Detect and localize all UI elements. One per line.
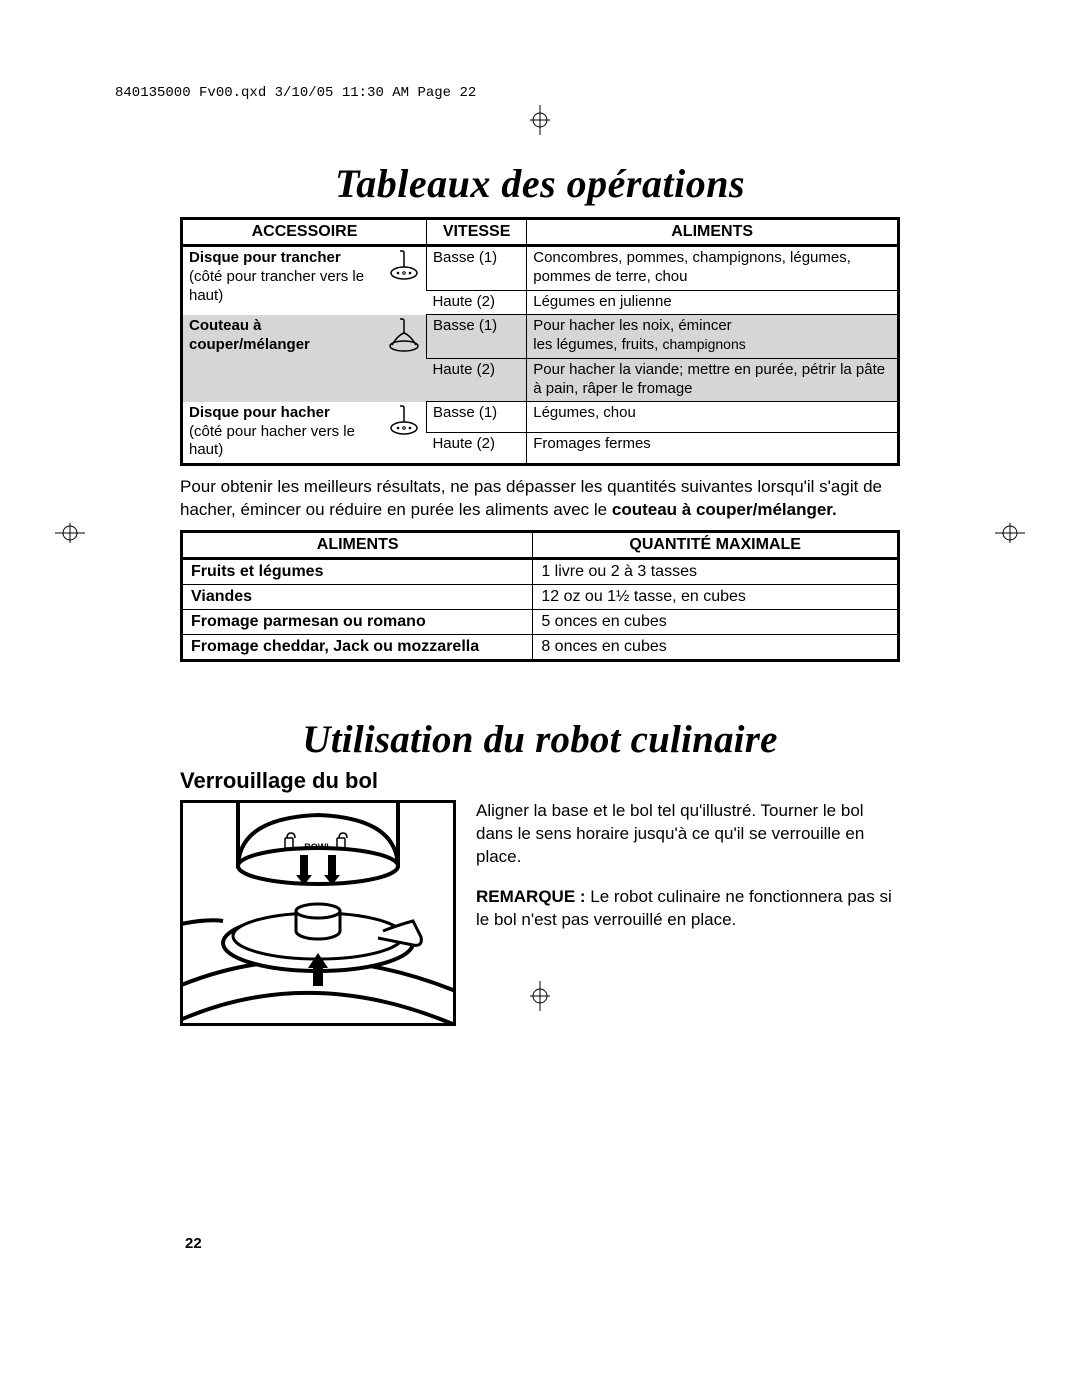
table-header: VITESSE	[426, 219, 526, 246]
food-cell: Fromages fermes	[533, 435, 651, 452]
page-number: 22	[185, 1235, 202, 1252]
speed-cell: Haute (2)	[432, 435, 495, 452]
crop-mark-icon	[525, 105, 555, 135]
page-title: Tableaux des opérations	[180, 160, 900, 207]
food-name-cell: Fromage parmesan ou romano	[182, 609, 533, 634]
speed-cell: Basse (1)	[433, 249, 497, 266]
svg-text:BOWL: BOWL	[304, 842, 332, 852]
food-name-cell: Fromage cheddar, Jack ou mozzarella	[182, 634, 533, 660]
disc-icon	[389, 249, 419, 281]
speed-cell: Basse (1)	[433, 404, 497, 421]
accessory-name: Couteau à couper/mélanger	[189, 317, 310, 353]
crop-mark-icon	[55, 518, 85, 548]
section-title: Utilisation du robot culinaire	[180, 717, 900, 762]
qty-cell: 1 livre ou 2 à 3 tasses	[533, 558, 899, 584]
quantity-table: ALIMENTS QUANTITÉ MAXIMALE Fruits et lég…	[180, 530, 900, 662]
document-header-meta: 840135000 Fv00.qxd 3/10/05 11:30 AM Page…	[115, 85, 476, 101]
food-cell: Pour hacher les noix, émincerles légumes…	[533, 317, 746, 353]
food-cell: Pour hacher la viande; mettre en purée, …	[533, 361, 885, 397]
speed-cell: Haute (2)	[432, 293, 495, 310]
instruction-paragraph: Pour obtenir les meilleurs résultats, ne…	[180, 476, 900, 522]
food-cell: Légumes, chou	[533, 404, 636, 421]
crop-mark-icon	[525, 981, 555, 1011]
table-header: QUANTITÉ MAXIMALE	[533, 531, 899, 558]
accessory-subtext: (côté pour trancher vers le haut)	[189, 268, 364, 304]
disc-icon	[389, 404, 419, 436]
operations-table: ACCESSOIRE VITESSE ALIMENTS Disque pour …	[180, 217, 900, 466]
crop-mark-icon	[995, 518, 1025, 548]
food-cell: Légumes en julienne	[533, 293, 671, 310]
instruction-text: Aligner la base et le bol tel qu'illustr…	[476, 800, 900, 949]
accessory-name: Disque pour hacher	[189, 404, 330, 421]
qty-cell: 12 oz ou 1½ tasse, en cubes	[533, 584, 899, 609]
table-header: ACCESSOIRE	[182, 219, 427, 246]
subsection-heading: Verrouillage du bol	[180, 768, 900, 794]
table-header: ALIMENTS	[527, 219, 899, 246]
speed-cell: Haute (2)	[432, 361, 495, 378]
food-name-cell: Viandes	[182, 584, 533, 609]
food-name-cell: Fruits et légumes	[182, 558, 533, 584]
accessory-name: Disque pour trancher	[189, 249, 341, 266]
speed-cell: Basse (1)	[433, 317, 497, 334]
qty-cell: 5 onces en cubes	[533, 609, 899, 634]
accessory-subtext: (côté pour hacher vers le haut)	[189, 423, 355, 459]
qty-cell: 8 onces en cubes	[533, 634, 899, 660]
food-cell: Concombres, pommes, champignons, légumes…	[533, 249, 851, 285]
blade-icon	[388, 317, 420, 353]
bowl-lock-diagram: BOWL	[180, 800, 456, 1026]
table-header: ALIMENTS	[182, 531, 533, 558]
